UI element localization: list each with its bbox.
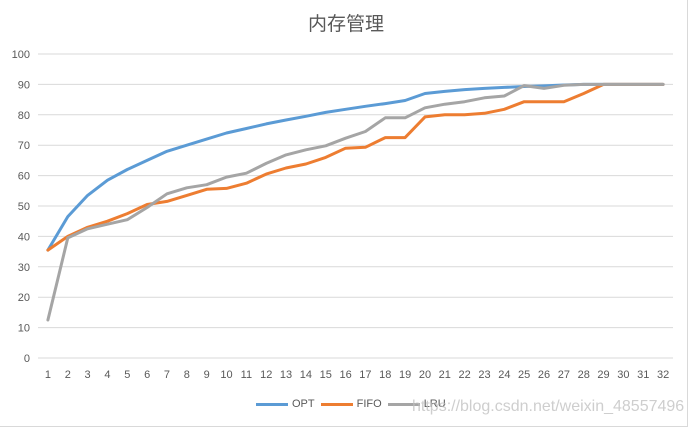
svg-text:30: 30 (617, 369, 629, 381)
series-line-opt (46, 82, 665, 252)
watermark: https://blog.csdn.net/weixin_48557496 (412, 398, 685, 415)
svg-text:30: 30 (18, 262, 30, 274)
svg-text:10: 10 (18, 323, 30, 335)
svg-text:1: 1 (45, 369, 51, 381)
legend: OPT FIFO LRU (256, 398, 452, 410)
svg-text:26: 26 (538, 369, 550, 381)
svg-text:40: 40 (18, 231, 30, 243)
opt-swatch-icon (256, 402, 288, 406)
svg-text:50: 50 (18, 201, 30, 213)
svg-text:28: 28 (578, 369, 590, 381)
svg-text:70: 70 (18, 140, 30, 152)
svg-text:2: 2 (65, 369, 71, 381)
svg-text:31: 31 (637, 369, 649, 381)
svg-text:25: 25 (518, 369, 530, 381)
svg-text:16: 16 (339, 369, 351, 381)
svg-text:12: 12 (260, 369, 272, 381)
svg-text:7: 7 (164, 369, 170, 381)
svg-text:15: 15 (320, 369, 332, 381)
svg-text:32: 32 (657, 369, 669, 381)
svg-text:14: 14 (300, 369, 312, 381)
svg-text:3: 3 (85, 369, 91, 381)
svg-text:90: 90 (18, 79, 30, 91)
svg-text:23: 23 (478, 369, 490, 381)
series-line-lru (46, 82, 665, 322)
svg-text:19: 19 (399, 369, 411, 381)
svg-text:22: 22 (459, 369, 471, 381)
svg-text:11: 11 (241, 369, 252, 381)
legend-item-opt[interactable]: OPT (256, 398, 315, 410)
chart-title: 内存管理 (307, 13, 384, 35)
svg-text:9: 9 (204, 369, 210, 381)
svg-text:100: 100 (12, 49, 30, 61)
series-lines (46, 82, 665, 322)
svg-text:13: 13 (280, 369, 292, 381)
svg-text:21: 21 (439, 369, 451, 381)
svg-text:10: 10 (220, 369, 232, 381)
svg-text:17: 17 (359, 369, 371, 381)
legend-label-fifo: FIFO (356, 398, 382, 410)
svg-text:0: 0 (24, 353, 30, 365)
legend-item-fifo[interactable]: FIFO (320, 398, 382, 410)
svg-text:20: 20 (419, 369, 431, 381)
lru-swatch-icon (387, 402, 420, 406)
gridlines (38, 53, 673, 359)
svg-text:5: 5 (124, 369, 130, 381)
svg-text:20: 20 (18, 292, 30, 304)
svg-text:8: 8 (184, 369, 190, 381)
svg-text:24: 24 (498, 369, 510, 381)
legend-label-opt: OPT (292, 398, 315, 410)
svg-text:60: 60 (18, 171, 30, 183)
svg-text:29: 29 (597, 369, 609, 381)
legend-item-lru[interactable]: LRU (387, 398, 446, 410)
svg-text:27: 27 (558, 369, 570, 381)
y-axis-ticks: 0 10 20 30 40 50 60 70 80 90 100 (12, 49, 30, 365)
legend-label-lru: LRU (423, 398, 446, 410)
svg-text:80: 80 (18, 110, 30, 122)
svg-text:4: 4 (104, 369, 110, 381)
x-axis-ticks: 1 2 3 4 5 6 7 8 9 10 11 12 13 14 15 16 17 18 19 20 21 22 23 24 2… (45, 369, 669, 381)
svg-text:18: 18 (379, 369, 391, 381)
fifo-swatch-icon (320, 402, 353, 406)
svg-text:6: 6 (144, 369, 150, 381)
